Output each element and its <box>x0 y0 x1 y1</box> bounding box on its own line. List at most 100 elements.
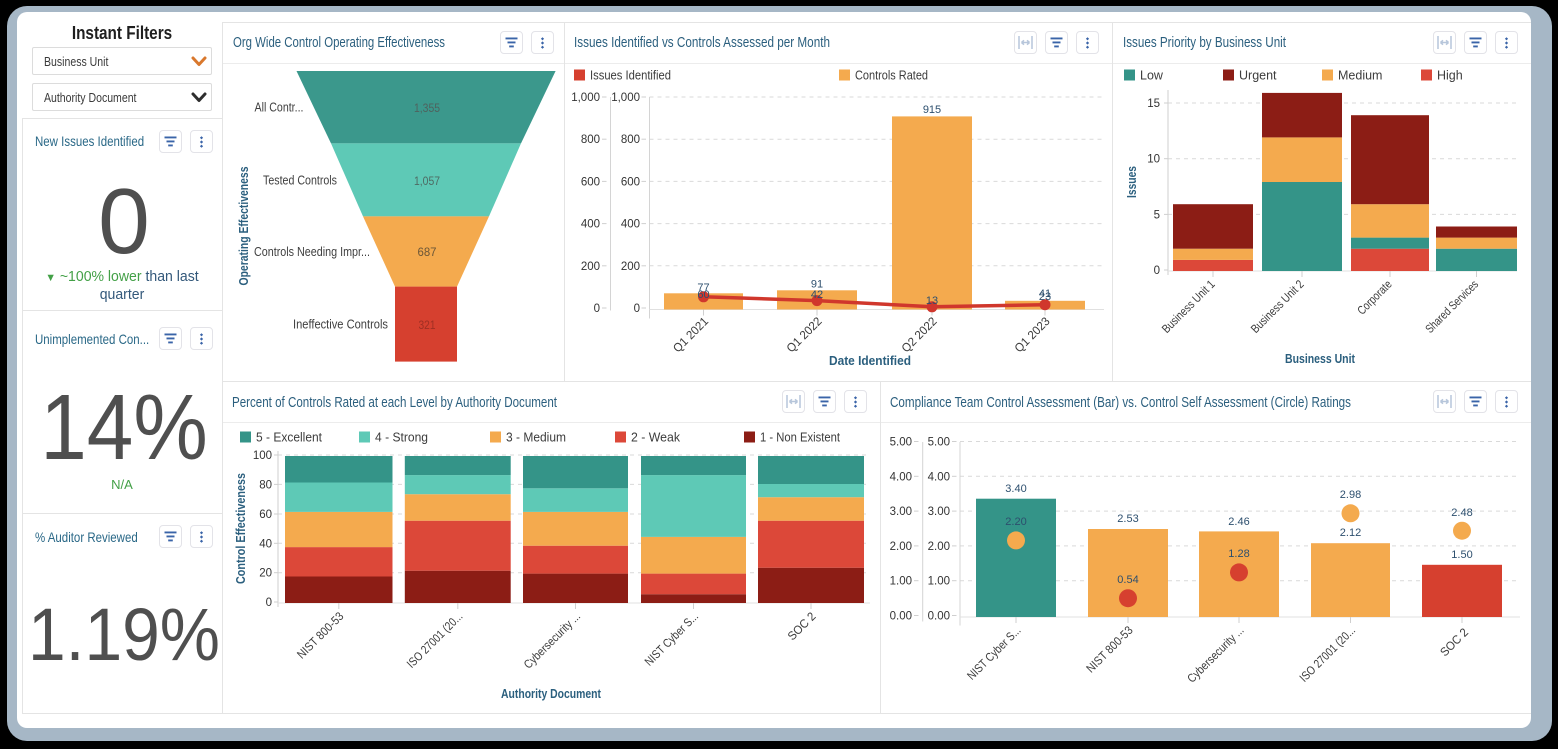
svg-text:Controls Needing Impr...: Controls Needing Impr... <box>254 245 370 259</box>
svg-text:Date Identified: Date Identified <box>829 353 911 368</box>
svg-text:2 - Weak: 2 - Weak <box>631 431 681 445</box>
svg-text:NIST Cyber S...: NIST Cyber S... <box>642 609 701 668</box>
svg-text:SOC 2: SOC 2 <box>1437 625 1471 659</box>
svg-text:20: 20 <box>259 568 272 580</box>
svg-text:All Contr...: All Contr... <box>255 101 304 115</box>
svg-text:3.40: 3.40 <box>1005 483 1026 495</box>
svg-text:5: 5 <box>1154 209 1160 221</box>
svg-text:200: 200 <box>581 261 600 273</box>
svg-text:3 - Medium: 3 - Medium <box>506 431 566 445</box>
svg-text:2.53: 2.53 <box>1117 513 1138 525</box>
svg-text:Corporate: Corporate <box>1354 277 1394 317</box>
svg-text:100: 100 <box>253 450 272 462</box>
svg-text:Ineffective Controls: Ineffective Controls <box>293 318 388 332</box>
svg-text:200: 200 <box>621 261 640 273</box>
svg-text:Cybersecurity ...: Cybersecurity ... <box>1184 623 1246 685</box>
svg-text:Q1 2022: Q1 2022 <box>784 314 825 355</box>
svg-text:NIST 800-53: NIST 800-53 <box>1083 623 1136 676</box>
svg-text:80: 80 <box>259 479 272 491</box>
svg-text:Issues: Issues <box>1125 166 1139 198</box>
svg-text:2.48: 2.48 <box>1451 507 1472 519</box>
svg-text:Issues Priority by Business Un: Issues Priority by Business Unit <box>1123 34 1287 51</box>
svg-text:321: 321 <box>419 318 436 332</box>
svg-text:SOC 2: SOC 2 <box>785 609 819 643</box>
svg-text:Business Unit 2: Business Unit 2 <box>1248 277 1307 336</box>
svg-text:1,000: 1,000 <box>571 92 600 104</box>
svg-text:Q1 2023: Q1 2023 <box>1012 314 1053 355</box>
svg-text:0.00: 0.00 <box>890 611 912 623</box>
svg-text:800: 800 <box>621 134 640 146</box>
svg-text:600: 600 <box>581 176 600 188</box>
svg-text:0: 0 <box>1154 265 1160 277</box>
svg-text:Q2 2022: Q2 2022 <box>899 314 940 355</box>
svg-text:3.00: 3.00 <box>890 506 912 518</box>
svg-text:0: 0 <box>594 303 600 315</box>
svg-text:Shared Services: Shared Services <box>1422 277 1481 336</box>
svg-text:Low: Low <box>1140 69 1164 83</box>
svg-text:1,057: 1,057 <box>414 174 440 188</box>
svg-text:1.00: 1.00 <box>890 576 912 588</box>
svg-text:Urgent: Urgent <box>1239 69 1277 83</box>
svg-text:1.28: 1.28 <box>1228 548 1249 560</box>
svg-text:400: 400 <box>581 219 600 231</box>
svg-text:40: 40 <box>259 538 272 550</box>
svg-text:800: 800 <box>581 134 600 146</box>
svg-text:2.98: 2.98 <box>1340 489 1361 501</box>
svg-text:4.00: 4.00 <box>928 471 950 483</box>
svg-text:Authority Document: Authority Document <box>501 686 602 701</box>
svg-text:2.20: 2.20 <box>1005 516 1026 528</box>
svg-text:3.00: 3.00 <box>928 506 950 518</box>
svg-text:NIST 800-53: NIST 800-53 <box>294 609 347 662</box>
svg-text:ISO 27001 (20...: ISO 27001 (20... <box>1297 623 1359 685</box>
svg-text:1.00: 1.00 <box>928 576 950 588</box>
svg-text:15: 15 <box>1147 98 1160 110</box>
svg-text:Issues Identified vs Controls: Issues Identified vs Controls Assessed p… <box>574 34 830 51</box>
svg-text:Business Unit: Business Unit <box>1285 351 1356 366</box>
svg-text:Controls Rated: Controls Rated <box>855 69 928 83</box>
svg-text:42: 42 <box>811 289 823 301</box>
svg-text:1.50: 1.50 <box>1451 549 1472 561</box>
svg-text:ISO 27001 (20...: ISO 27001 (20... <box>404 609 466 671</box>
svg-text:Operating Effectiveness: Operating Effectiveness <box>237 166 251 285</box>
svg-text:Medium: Medium <box>1338 69 1382 83</box>
svg-text:2.12: 2.12 <box>1340 527 1361 539</box>
svg-text:60: 60 <box>697 289 709 301</box>
svg-text:0: 0 <box>266 597 272 609</box>
svg-text:Q1 2021: Q1 2021 <box>670 314 711 355</box>
svg-text:5 - Excellent: 5 - Excellent <box>256 431 323 445</box>
svg-text:Business Unit 1: Business Unit 1 <box>1159 277 1218 336</box>
svg-text:Tested Controls: Tested Controls <box>263 174 337 188</box>
svg-text:2.46: 2.46 <box>1228 516 1249 528</box>
svg-text:1,355: 1,355 <box>414 101 440 115</box>
svg-text:600: 600 <box>621 176 640 188</box>
svg-text:2.00: 2.00 <box>890 541 912 553</box>
svg-text:5.00: 5.00 <box>890 437 912 449</box>
svg-text:23: 23 <box>1039 291 1051 303</box>
svg-text:91: 91 <box>811 279 823 291</box>
svg-text:Org Wide Control Operating Eff: Org Wide Control Operating Effectiveness <box>233 34 445 51</box>
svg-text:NIST Cyber S...: NIST Cyber S... <box>964 623 1023 682</box>
svg-text:0.54: 0.54 <box>1117 574 1138 586</box>
svg-text:400: 400 <box>621 219 640 231</box>
svg-text:60: 60 <box>259 509 272 521</box>
svg-text:Percent of Controls Rated at e: Percent of Controls Rated at each Level … <box>232 394 558 411</box>
svg-text:Control Effectiveness: Control Effectiveness <box>234 473 248 584</box>
svg-text:0.00: 0.00 <box>928 611 950 623</box>
svg-text:10: 10 <box>1147 154 1160 166</box>
svg-text:2.00: 2.00 <box>928 541 950 553</box>
svg-text:1 - Non Existent: 1 - Non Existent <box>760 431 840 445</box>
svg-text:High: High <box>1437 69 1463 83</box>
svg-text:5.00: 5.00 <box>928 437 950 449</box>
svg-text:687: 687 <box>418 245 437 259</box>
svg-text:915: 915 <box>923 104 941 116</box>
svg-text:4.00: 4.00 <box>890 471 912 483</box>
svg-text:4 - Strong: 4 - Strong <box>375 431 428 445</box>
svg-text:0: 0 <box>634 303 640 315</box>
svg-text:13: 13 <box>926 295 938 307</box>
svg-text:1,000: 1,000 <box>611 92 640 104</box>
svg-text:Cybersecurity ...: Cybersecurity ... <box>521 609 583 671</box>
svg-text:Issues Identified: Issues Identified <box>590 69 671 83</box>
svg-text:41: 41 <box>1039 288 1051 300</box>
svg-text:Compliance Team Control Assess: Compliance Team Control Assessment (Bar)… <box>890 394 1351 411</box>
svg-text:77: 77 <box>697 282 709 294</box>
